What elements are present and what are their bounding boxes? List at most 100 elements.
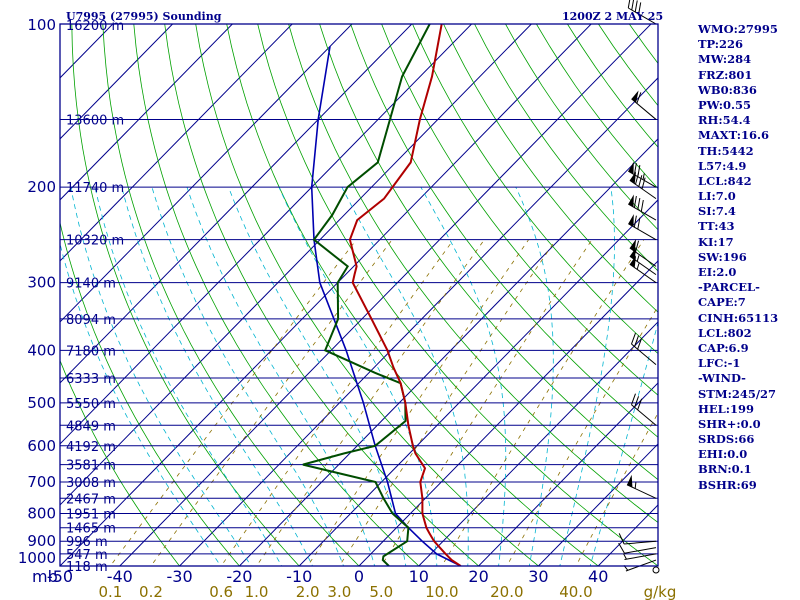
- height-level-label: 547 m: [66, 548, 108, 563]
- wind-barb: [631, 332, 657, 365]
- moist-adiabat-line: [278, 187, 438, 566]
- index-value: L57:4.9: [698, 158, 747, 173]
- height-level-label: 118 m: [66, 560, 108, 575]
- moist-adiabat-line: [70, 187, 252, 566]
- isotherm-line: [60, 24, 174, 140]
- wind-barb: [631, 90, 657, 120]
- isotherm-line: [60, 24, 592, 566]
- index-value: BRN:0.1: [698, 462, 752, 477]
- wind-barb-feather: [636, 92, 642, 104]
- wind-barb-feather: [633, 163, 637, 175]
- mixing-ratio-tick-label: 1.0: [245, 583, 269, 600]
- wind-barb-feather: [631, 393, 636, 405]
- height-level-label: 6333 m: [66, 372, 116, 387]
- index-value: HEL:199: [698, 401, 754, 416]
- pressure-tick-label: 100: [27, 16, 56, 34]
- wind-barb-feather: [637, 337, 643, 350]
- temperature-tick-label: -30: [167, 567, 193, 586]
- wind-barb-staff: [631, 343, 657, 365]
- wind-barb-feather: [633, 215, 637, 228]
- index-value: SHR+:0.0: [698, 416, 761, 431]
- wind-barb-feather: [618, 533, 625, 545]
- index-value: EI:2.0: [698, 265, 737, 279]
- mixing-ratio-tick-label: 10.0: [425, 583, 458, 600]
- wind-barb: [627, 0, 657, 25]
- mixing-ratio-line: [150, 239, 393, 566]
- mixing-ratio-line: [256, 239, 485, 566]
- wind-barb-feather: [637, 398, 643, 411]
- wind-barb-staff: [626, 484, 657, 499]
- wind-barb-half-feather: [634, 482, 637, 489]
- wind-barb-staff: [628, 7, 657, 25]
- isotherm-line: [537, 443, 658, 566]
- temperature-trace: [348, 24, 462, 566]
- moist-adiabat-line: [228, 187, 407, 566]
- dewpoint-trace: [302, 24, 431, 566]
- index-value: CAPE:7: [698, 295, 746, 310]
- height-level-label: 10320 m: [66, 234, 124, 249]
- wind-barb: [628, 194, 657, 221]
- wind-barb: [629, 238, 657, 267]
- wind-barb-feather: [634, 0, 638, 13]
- wind-barb-staff: [624, 553, 657, 560]
- wind-barb-feather: [631, 332, 636, 345]
- wind-barb-flag: [626, 474, 633, 488]
- height-level-label: 2467 m: [66, 492, 116, 507]
- wind-barb: [623, 553, 657, 560]
- pressure-tick-label: 900: [27, 532, 56, 550]
- height-level-label: 16200 m: [66, 19, 124, 34]
- moist-adiabat-line: [186, 187, 376, 566]
- index-value: TP:226: [698, 37, 744, 52]
- pressure-tick-label: 500: [27, 394, 56, 412]
- mixing-ratio-line: [338, 239, 557, 566]
- isotherm-line: [358, 260, 658, 566]
- wind-barb-half-feather: [636, 255, 640, 262]
- mixing-ratio-tick-label: 3.0: [327, 583, 351, 600]
- height-level-label: 13600 m: [66, 113, 124, 128]
- wind-barb: [626, 474, 657, 499]
- index-value: LFC:-1: [698, 356, 741, 371]
- wind-barb-half-feather: [642, 173, 645, 180]
- isotherm-line: [60, 24, 413, 384]
- wind-barb: [618, 533, 657, 545]
- wind-barb-feather: [638, 2, 642, 15]
- index-value: -PARCEL-: [698, 280, 760, 295]
- temperature-tick-label: 40: [588, 567, 608, 586]
- temperature-tick-label: 10: [409, 567, 429, 586]
- temperature-tick-label: -40: [107, 567, 133, 586]
- wind-barb-feather: [635, 240, 640, 253]
- pressure-tick-label: 800: [27, 504, 56, 522]
- mixing-ratio-line: [380, 239, 593, 566]
- height-level-label: 8094 m: [66, 313, 116, 328]
- index-value: KI:17: [698, 234, 734, 249]
- index-value: SI:7.4: [698, 204, 736, 219]
- index-value: CINH:65113: [698, 310, 779, 325]
- wind-barb: [652, 566, 660, 574]
- wind-barb-feather: [640, 199, 644, 212]
- index-value: LCL:842: [698, 173, 752, 188]
- index-value: -WIND-: [698, 371, 746, 386]
- temperature-tick-label: 30: [528, 567, 548, 586]
- pressure-tick-label: 200: [27, 178, 56, 196]
- wind-barb-feather: [631, 0, 635, 11]
- moist-adiabat-line: [589, 320, 658, 566]
- index-value: SRDS:66: [698, 432, 755, 447]
- wind-barb-feather: [637, 197, 641, 210]
- moist-adiabat-line: [151, 187, 344, 566]
- isotherm-line: [418, 321, 658, 566]
- mixing-ratio-tick-label: 0.6: [209, 583, 233, 600]
- moist-adiabat-line: [559, 187, 615, 566]
- pressure-tick-label: 1000: [18, 549, 56, 567]
- dry-adiabat-line: [133, 24, 420, 566]
- index-value: FRZ:801: [698, 67, 753, 82]
- stability-indices-panel: WMO:27995 TP:226 MW:284 FRZ:801 WB0:836 PW:0.…: [698, 22, 798, 493]
- index-value: EHI:0.0: [698, 447, 748, 462]
- wind-barb-feather: [627, 0, 631, 9]
- dry-adiabat-line: [102, 24, 360, 566]
- isotherm-line: [477, 382, 658, 566]
- height-level-label: 7180 m: [66, 344, 116, 359]
- moist-adiabat-line: [60, 242, 222, 566]
- index-value: CAP:6.9: [698, 340, 749, 355]
- height-level-label: 11740 m: [66, 181, 124, 196]
